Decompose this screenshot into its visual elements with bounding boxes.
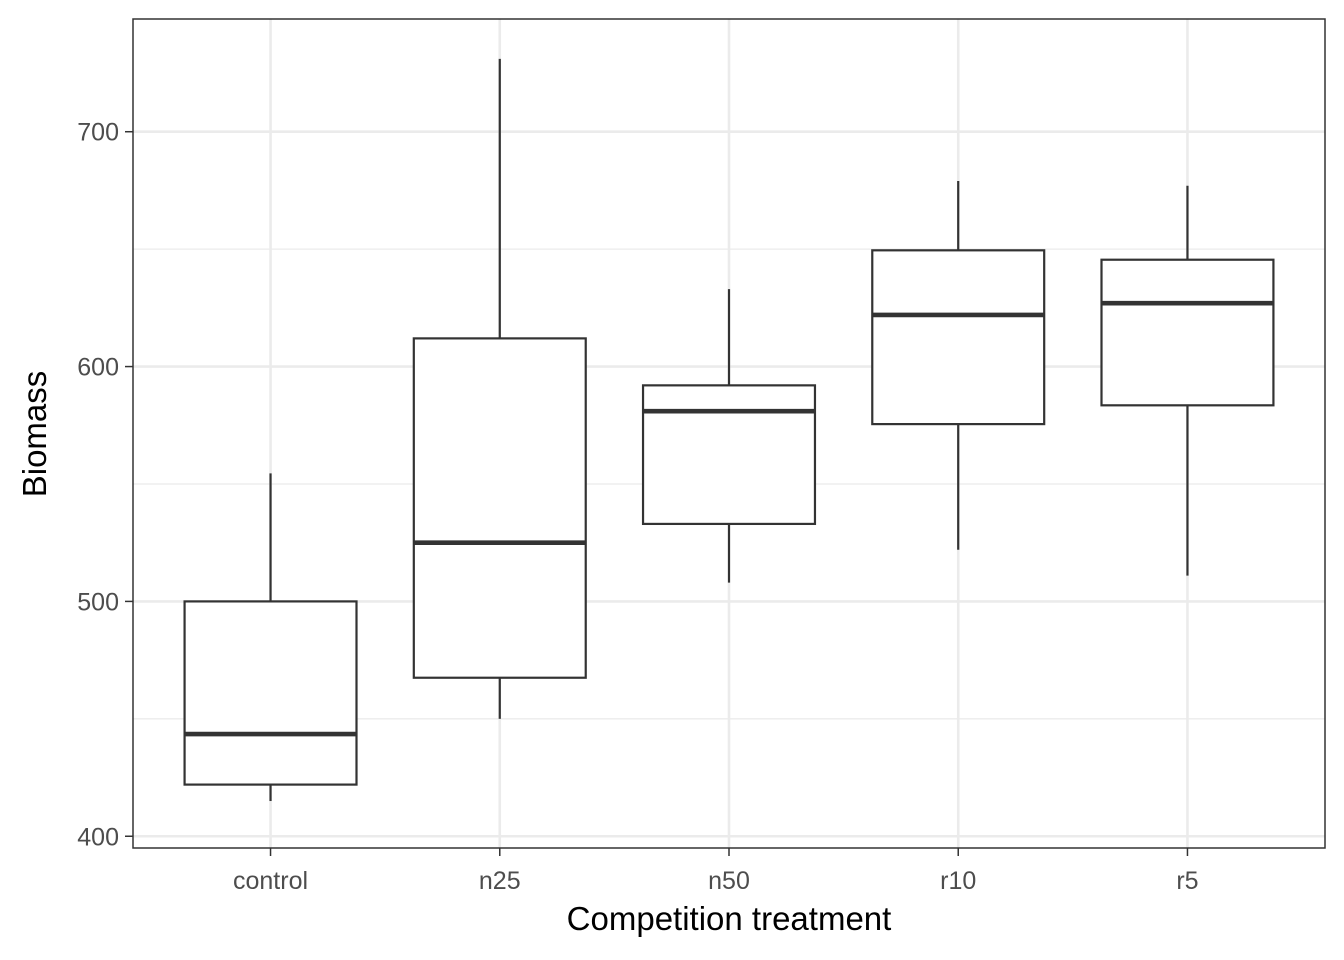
interquartile-box [871, 249, 1046, 426]
box-n25 [412, 58, 587, 719]
interquartile-box [1100, 258, 1275, 407]
x-axis-title: Competition treatment [567, 900, 892, 937]
x-tick-label: n25 [479, 867, 521, 895]
boxes [183, 58, 1275, 802]
interquartile-box [641, 384, 817, 526]
x-tick-label: control [233, 867, 308, 895]
y-axis-title: Biomass [16, 371, 53, 498]
y-tick-label: 700 [77, 119, 119, 147]
x-tick-label: n50 [708, 867, 750, 895]
box-r5 [1100, 185, 1275, 576]
y-tick-label: 400 [77, 823, 119, 851]
interquartile-box [183, 600, 358, 786]
interquartile-box [412, 337, 587, 679]
box-control [183, 473, 358, 802]
axes: 400 500 600 700 control n25 n50 r10 r5 [77, 119, 1198, 895]
box-n50 [641, 289, 817, 583]
x-tick-label: r10 [940, 867, 976, 895]
y-tick-label: 500 [77, 588, 119, 616]
y-tick-label: 600 [77, 354, 119, 382]
x-tick-label: r5 [1176, 867, 1198, 895]
box-r10 [871, 181, 1046, 550]
